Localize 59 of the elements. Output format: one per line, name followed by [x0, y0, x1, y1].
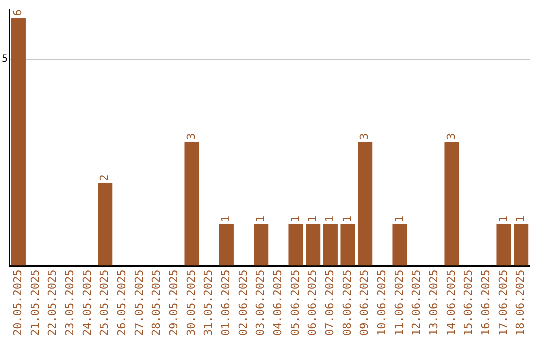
- data-label: 3: [358, 133, 372, 140]
- x-tick-label: 16.06.2025: [480, 270, 493, 336]
- y-tick-label: 5: [2, 54, 8, 66]
- data-label: 3: [444, 133, 458, 140]
- x-tick-label: 18.06.2025: [514, 270, 528, 336]
- x-tick-label: 13.06.2025: [428, 270, 441, 336]
- x-tick-label: 31.05.2025: [202, 270, 216, 336]
- bar: [219, 224, 234, 266]
- x-tick-label: 26.05.2025: [116, 270, 129, 336]
- data-label: 1: [306, 216, 320, 223]
- x-tick-label: 27.05.2025: [132, 270, 146, 336]
- bar: [184, 142, 200, 266]
- x-tick-label: 23.05.2025: [64, 270, 77, 336]
- x-tick-label: 21.05.2025: [28, 270, 42, 336]
- bar: [288, 224, 304, 266]
- x-tick-label: 10.06.2025: [376, 270, 389, 336]
- x-tick-label: 06.06.2025: [306, 270, 320, 336]
- data-label: 1: [254, 216, 268, 223]
- data-label: 3: [184, 133, 198, 140]
- x-tick-label: 04.06.2025: [272, 270, 285, 336]
- bar: [254, 224, 269, 266]
- x-tick-label: 17.06.2025: [496, 270, 510, 336]
- bar: [358, 142, 373, 266]
- x-tick-label: 29.05.2025: [168, 270, 181, 336]
- x-tick-label: 05.06.2025: [288, 270, 302, 336]
- bar: [444, 142, 460, 266]
- x-tick-label: 11.06.2025: [392, 270, 406, 336]
- x-tick-label: 22.05.2025: [46, 270, 60, 336]
- x-tick-label: 30.05.2025: [184, 270, 198, 336]
- x-tick-label: 25.05.2025: [98, 270, 112, 336]
- x-tick-label: 24.05.2025: [80, 270, 94, 336]
- bar: [496, 224, 512, 266]
- bar: [11, 18, 26, 266]
- x-tick-label: 03.06.2025: [254, 270, 268, 336]
- x-tick-label: 01.06.2025: [220, 270, 233, 336]
- data-label: 1: [514, 216, 528, 223]
- x-tick-label: 15.06.2025: [462, 270, 476, 336]
- bar: [98, 183, 113, 266]
- data-label: 1: [288, 216, 302, 223]
- x-tick-label: 28.05.2025: [150, 270, 164, 336]
- bar: [323, 224, 338, 266]
- data-label: 1: [324, 216, 337, 223]
- x-tick-label: 09.06.2025: [358, 270, 372, 336]
- x-tick-label: 20.05.2025: [12, 270, 25, 336]
- data-label: 1: [340, 216, 354, 223]
- data-label: 6: [12, 10, 25, 16]
- x-tick-label: 12.06.2025: [410, 270, 424, 336]
- data-label: 1: [496, 216, 510, 223]
- x-tick-label: 07.06.2025: [324, 270, 337, 336]
- bar: [392, 224, 408, 266]
- bar: [340, 224, 356, 266]
- data-label: 2: [98, 174, 112, 182]
- x-tick-label: 08.06.2025: [340, 270, 354, 336]
- bar: [514, 224, 529, 266]
- x-tick-label: 14.06.2025: [444, 270, 458, 336]
- x-tick-label: 02.06.2025: [236, 270, 250, 336]
- data-label: 1: [220, 216, 233, 223]
- data-label: 1: [392, 216, 406, 223]
- bar: [306, 224, 321, 266]
